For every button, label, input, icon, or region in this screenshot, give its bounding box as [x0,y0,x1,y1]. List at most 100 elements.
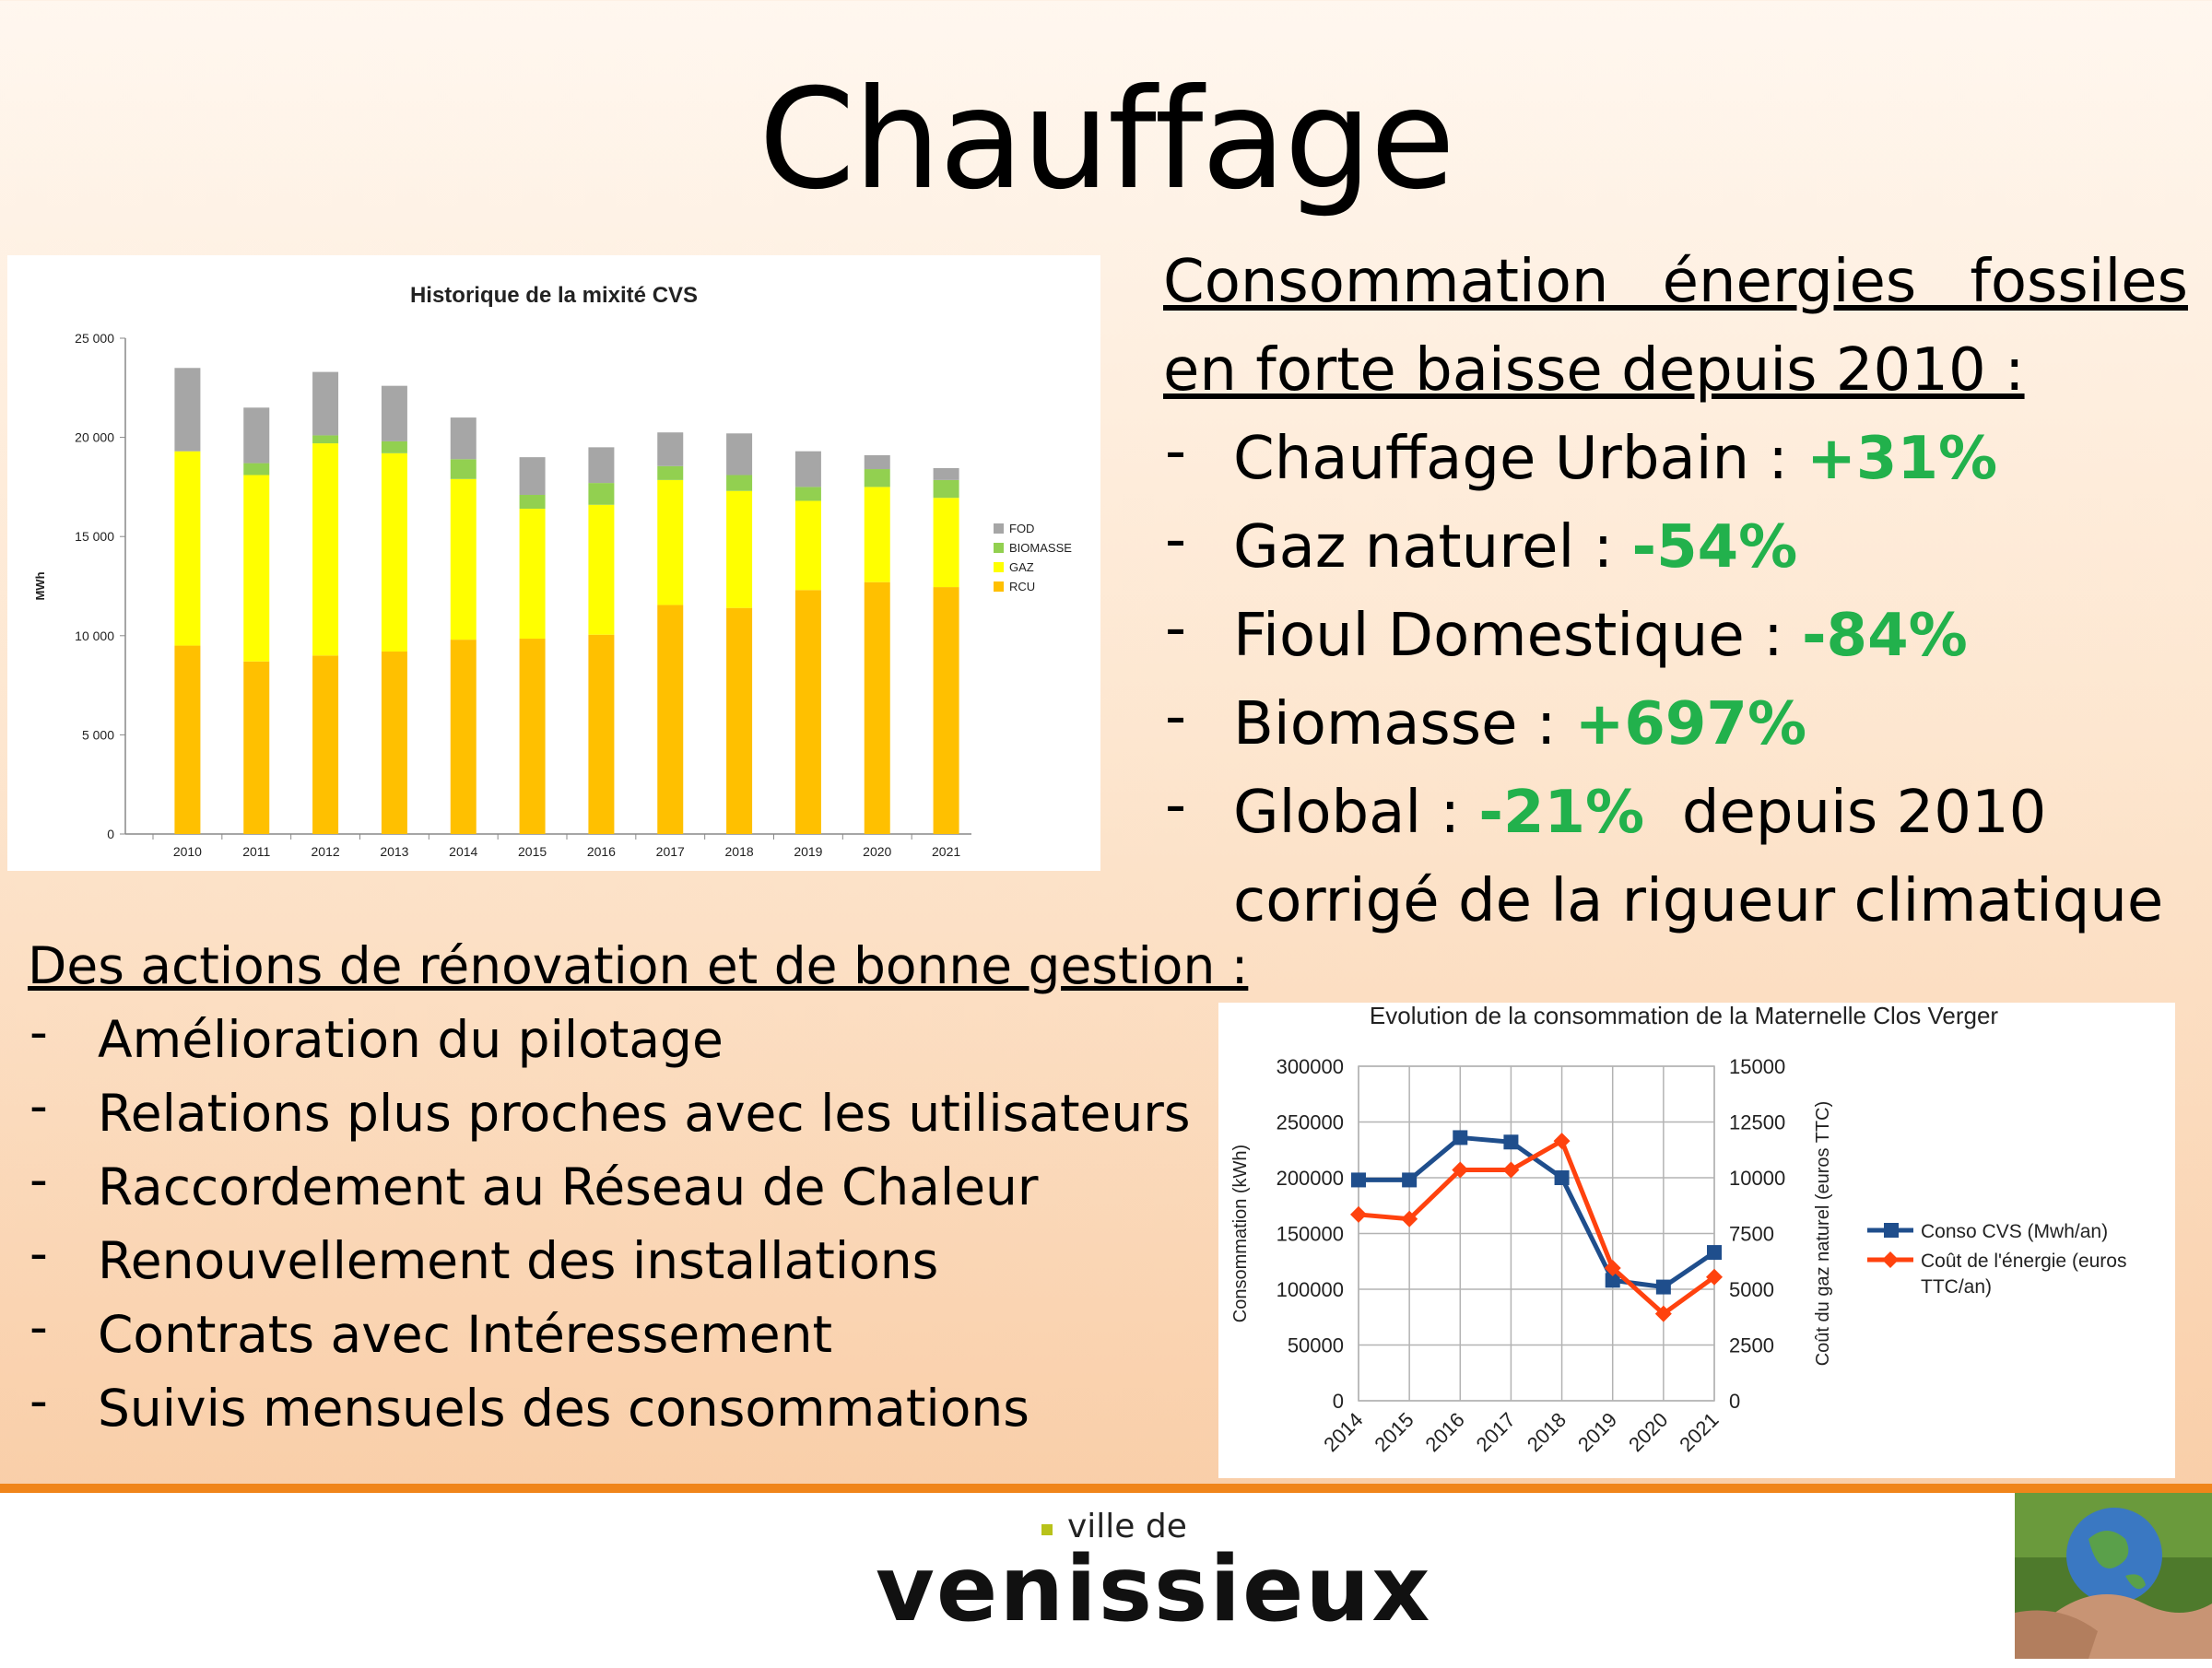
bar-segment-gaz [864,487,890,582]
bar-segment-rcu [381,652,407,834]
fossil-item-value: -84% [1801,602,1968,670]
logo-city-name: venissieux [876,1537,1432,1642]
series-point [1503,1134,1519,1150]
actions-summary: Des actions de rénovation et de bonne ge… [28,929,1253,1445]
legend-swatch [994,543,1004,553]
action-item: - Amélioration du pilotage [28,1003,1253,1076]
bar-segment-fod [588,447,615,484]
x-tick-label: 2016 [1421,1408,1469,1456]
action-item-label: Contrats avec Intéressement [98,1305,833,1364]
y-tick-label: 50000 [1288,1334,1344,1357]
series-line-1 [1358,1138,1716,1317]
x-tick-label: 2021 [932,844,960,859]
bar-segment-fod [381,385,407,441]
clos-verger-chart-panel: Evolution de la consommation de la Mater… [1218,1002,2175,1478]
dash-bullet: - [1165,594,1187,663]
fossil-item-value: +31% [1806,425,1998,493]
dash-bullet: - [1165,683,1187,751]
bar-segment-gaz [933,498,959,588]
x-tick-label: 2020 [863,844,891,859]
bar-segment-gaz [794,500,821,591]
dash-bullet: - [29,1298,48,1357]
legend-label: Coût de l'énergie (euros TTC/an) [1921,1251,2126,1298]
bar-segment-biomasse [588,483,615,505]
actions-list: - Amélioration du pilotage - Relations plus… [28,1003,1253,1445]
y-axis-label: Consommation (kWh) [1230,1145,1251,1322]
bar-segment-rcu [519,639,546,834]
y-tick-label: 20 000 [75,430,114,445]
bar-segment-rcu [726,607,753,834]
bar-segment-gaz [657,479,684,605]
dash-bullet: - [29,1371,48,1430]
legend-label: BIOMASSE [1009,541,1072,555]
x-tick-label: 2015 [1370,1408,1418,1456]
fossil-item-value: -54% [1631,513,1798,581]
actions-heading: Des actions de rénovation et de bonne ge… [28,936,1249,995]
series-point [1655,1279,1671,1295]
y-tick-label: 250000 [1277,1111,1344,1134]
series-point [1502,1161,1520,1179]
bar-segment-rcu [312,655,339,834]
series-point [1452,1161,1469,1179]
bar-segment-gaz [243,475,270,662]
fossil-item-label: Biomasse : [1233,690,1575,758]
legend-swatch [994,562,1004,572]
y-tick-label: 0 [107,827,114,841]
fossil-continuation: corrigé de la rigueur climatique [1233,867,2164,935]
legend-marker [1884,1223,1899,1238]
series-point [1605,1273,1620,1288]
legend-swatch [994,523,1004,534]
bar-segment-fod [519,457,546,496]
bar-segment-fod [794,451,821,487]
bar-segment-biomasse [381,440,407,453]
bar-segment-gaz [519,509,546,640]
bar-segment-biomasse [933,479,959,499]
logo-small-text: ville de [1067,1508,1187,1545]
bar-segment-biomasse [864,469,890,487]
series-point [1401,1210,1418,1228]
x-tick-label: 2017 [1472,1408,1520,1456]
action-item: - Suivis mensuels des consommations [28,1371,1253,1445]
mix-chart-panel: Historique de la mixité CVS 0 5 000 10 000 1… [7,255,1100,871]
x-tick-label: 2020 [1624,1408,1672,1456]
y2-tick-label: 10000 [1729,1167,1785,1190]
fossil-item-label: Global : [1233,779,1479,847]
footer-bar [0,1484,2212,1668]
x-tick-label: 2010 [173,844,202,859]
y-tick-label: 100000 [1277,1278,1344,1301]
x-tick-label: 2015 [518,844,547,859]
bar-segment-fod [657,432,684,466]
y2-tick-label: 5000 [1729,1278,1774,1301]
bar-segment-fod [864,454,890,470]
bar-segment-biomasse [657,465,684,480]
bar-segment-biomasse [312,435,339,444]
fossil-item: - Global : -21% depuis 2010 [1163,769,2188,857]
bar-segment-rcu [933,587,959,834]
fossil-item-value: -21% [1478,779,1645,847]
bar-segment-gaz [381,452,407,652]
bar-segment-rcu [243,661,270,834]
legend-marker [1882,1251,1899,1268]
y-tick-label: 10 000 [75,628,114,643]
fossil-item-label: Gaz naturel : [1233,513,1632,581]
page-title: Chauffage [759,60,1455,220]
dash-bullet: - [29,1003,48,1062]
x-tick-label: 2019 [1573,1408,1621,1456]
fossil-item-suffix: depuis 2010 [1644,779,2047,847]
bar-segment-rcu [588,634,615,834]
logo-square-icon [1041,1524,1053,1535]
x-tick-label: 2018 [1523,1408,1571,1456]
series-point [1351,1172,1366,1188]
bar-segment-fod [933,467,959,480]
y-tick-label: 150000 [1277,1223,1344,1246]
y2-tick-label: 0 [1729,1390,1740,1413]
action-item: - Contrats avec Intéressement [28,1298,1253,1371]
y-tick-label: 0 [1333,1390,1344,1413]
bar-segment-biomasse [243,463,270,476]
legend-swatch [994,581,1004,592]
action-item-label: Suivis mensuels des consommations [98,1379,1030,1438]
x-tick-label: 2011 [242,844,270,859]
legend-label: FOD [1009,522,1034,535]
dash-bullet: - [29,1224,48,1283]
x-tick-label: 2012 [312,844,340,859]
